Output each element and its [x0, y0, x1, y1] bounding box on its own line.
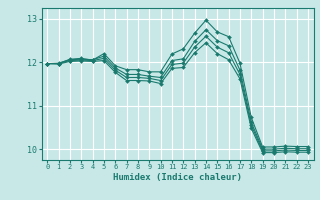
- X-axis label: Humidex (Indice chaleur): Humidex (Indice chaleur): [113, 173, 242, 182]
